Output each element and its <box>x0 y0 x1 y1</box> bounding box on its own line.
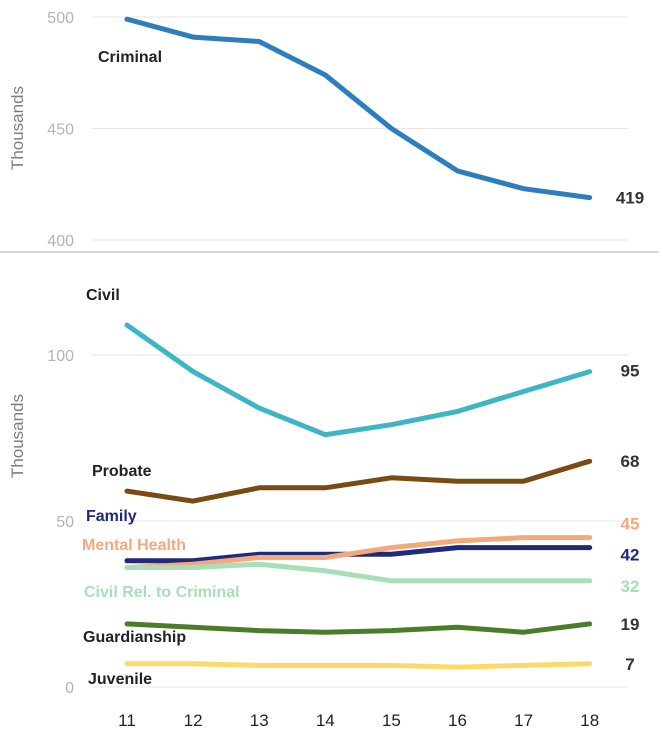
series-name-label: Civil Rel. to Criminal <box>84 584 240 601</box>
series-name-label: Mental Health <box>82 537 186 554</box>
x-tick-label: 16 <box>448 711 467 730</box>
end-value-label: 19 <box>621 615 640 634</box>
series-line <box>124 322 593 438</box>
end-value-label: 45 <box>621 515 640 534</box>
x-tick-label: 17 <box>514 711 533 730</box>
series-name-label: Guardianship <box>83 629 186 646</box>
end-value-label: 42 <box>621 546 640 565</box>
x-tick-label: 15 <box>382 711 401 730</box>
y-tick-label: 100 <box>47 348 74 365</box>
y-axis-label: Thousands <box>8 394 27 478</box>
end-value-label: 32 <box>621 577 640 596</box>
series-name-label: Juvenile <box>88 671 152 688</box>
end-value-label: 419 <box>616 189 644 208</box>
series-line <box>124 16 593 201</box>
series-name-label: Family <box>86 508 137 525</box>
series-name-label: Civil <box>86 287 120 304</box>
civil-panel: 0 50 100 Thousands 11 12 13 14 15 16 17 18 Civil 95 Pr… <box>8 287 639 730</box>
x-tick-label: 18 <box>580 711 599 730</box>
series-line <box>124 561 593 584</box>
series-line <box>124 458 593 504</box>
y-tick-label: 50 <box>56 514 74 531</box>
end-value-label: 68 <box>621 452 640 471</box>
series-line <box>124 661 593 670</box>
criminal-panel: 400 450 500 Thousands Criminal 419 <box>8 10 644 250</box>
y-tick-label: 500 <box>47 10 74 27</box>
series-name-label: Criminal <box>98 49 162 66</box>
end-value-label: 95 <box>621 362 640 381</box>
series-line <box>124 621 593 635</box>
y-tick-label: 400 <box>47 233 74 250</box>
series-name-label: Probate <box>92 463 152 480</box>
y-tick-label: 450 <box>47 122 74 139</box>
end-value-label: 7 <box>625 655 634 674</box>
x-tick-label: 11 <box>118 711 136 730</box>
series-line <box>124 535 593 570</box>
x-tick-label: 13 <box>250 711 269 730</box>
y-axis-label: Thousands <box>8 86 27 170</box>
x-tick-label: 14 <box>316 711 335 730</box>
y-tick-label: 0 <box>65 680 74 697</box>
x-tick-label: 12 <box>184 711 203 730</box>
